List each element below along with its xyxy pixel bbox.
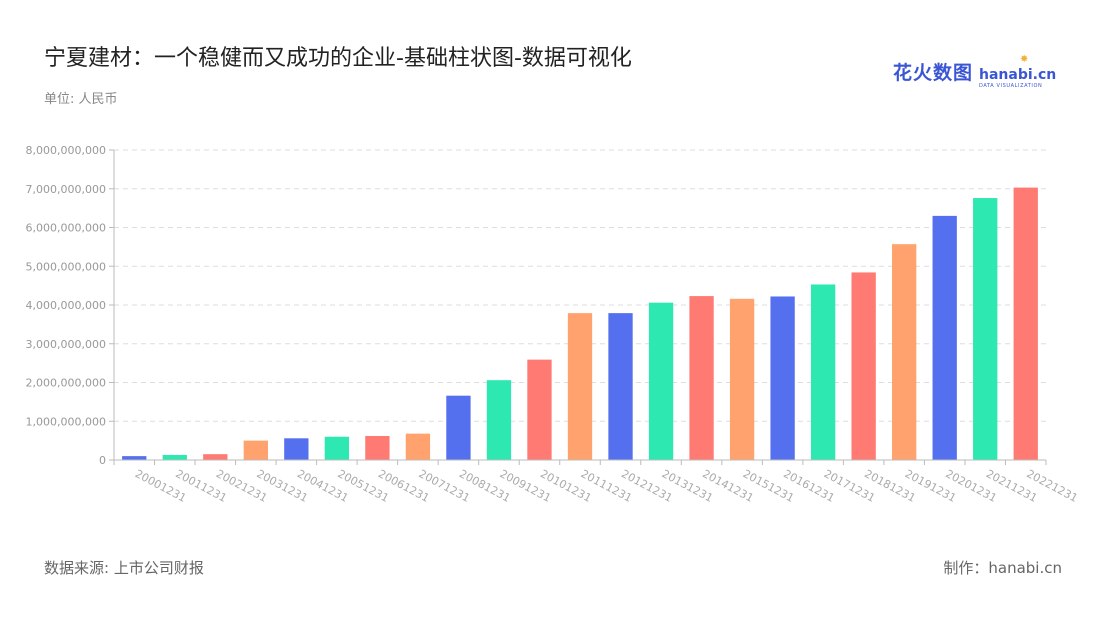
unit-label: 单位: 人民币 (44, 92, 118, 107)
bar-20071231 (405, 433, 431, 460)
bar-20131231 (648, 302, 674, 460)
star-icon: ✸ (1020, 54, 1029, 65)
chart-title: 宁夏建材：一个稳健而又成功的企业-基础柱状图-数据可视化 (44, 46, 632, 71)
bar-20091231 (486, 380, 512, 460)
data-source: 数据来源: 上市公司财报 (44, 559, 204, 577)
logo-cn-text: 花火数图 (893, 62, 974, 84)
bar-20141231 (689, 296, 714, 460)
y-tick-label: 1,000,000,000 (26, 415, 106, 428)
x-axis: 2000123120011231200212312003123120041231… (113, 459, 1080, 505)
y-tick-label: 0 (99, 454, 106, 467)
credit-label: 制作：hanabi.cn (943, 559, 1062, 577)
logo-en-subtext: DATA VISUALIZATION (979, 83, 1043, 89)
bar-20001231 (122, 456, 147, 460)
bar-20201231 (932, 215, 957, 460)
y-tick-label: 7,000,000,000 (26, 183, 106, 196)
logo-en-block: hanabi.cn DATA VISUALIZATION (979, 68, 1056, 89)
bar-20011231 (162, 454, 187, 460)
bar-20171231 (810, 284, 836, 460)
logo-en-text: hanabi.cn (979, 67, 1057, 83)
y-tick-label: 3,000,000,000 (26, 338, 106, 351)
chart-grid (114, 149, 1046, 422)
bar-20191231 (892, 244, 917, 460)
bar-20111231 (567, 313, 593, 460)
bar-20021231 (203, 454, 228, 460)
y-axis: 0 1,000,000,000 2,000,000,000 3,000,000,000… (26, 144, 115, 467)
bar-20161231 (770, 296, 795, 460)
bar-20101231 (527, 359, 552, 460)
bars (122, 187, 1038, 461)
bar-20151231 (729, 298, 755, 460)
y-tick-label: 5,000,000,000 (26, 260, 106, 273)
y-tick-label: 6,000,000,000 (26, 222, 106, 235)
bar-20041231 (284, 438, 309, 460)
bar-20051231 (324, 436, 350, 460)
y-tick-label: 8,000,000,000 (26, 144, 106, 157)
bar-20031231 (243, 440, 268, 460)
bar-20121231 (608, 313, 633, 460)
y-tick-label: 4,000,000,000 (26, 299, 106, 312)
bar-20211231 (973, 198, 998, 461)
bar-20061231 (365, 435, 390, 460)
logo: 花火数图 hanabi.cn DATA VISUALIZATION (893, 58, 1056, 89)
bar-20081231 (446, 395, 471, 460)
bar-20181231 (851, 272, 876, 460)
bar-20221231 (1013, 187, 1038, 460)
y-tick-label: 2,000,000,000 (26, 377, 106, 390)
